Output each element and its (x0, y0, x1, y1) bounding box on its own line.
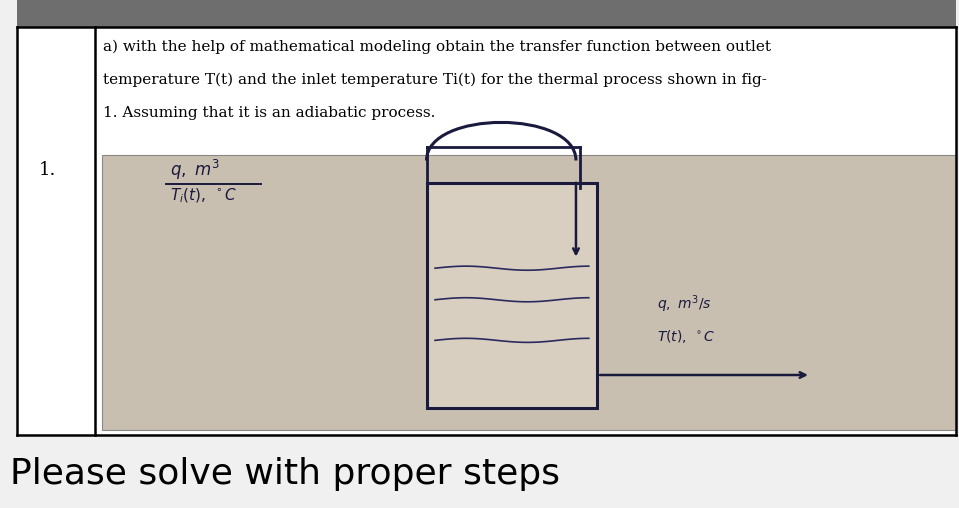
Text: $q,\ m^3$: $q,\ m^3$ (171, 158, 221, 182)
Text: $q,\ m^3/s$: $q,\ m^3/s$ (657, 294, 712, 315)
Bar (17, 27, 956, 435)
Text: a) with the help of mathematical modeling obtain the transfer function between o: a) with the help of mathematical modelin… (103, 40, 771, 54)
Text: $T_i(t),\ ^\circ C$: $T_i(t),\ ^\circ C$ (171, 186, 238, 205)
Text: 1.: 1. (38, 161, 57, 179)
Bar (102, 155, 956, 430)
Bar (17, 0, 956, 27)
Text: $T(t),\ ^\circ C$: $T(t),\ ^\circ C$ (657, 328, 715, 345)
Text: 1. Assuming that it is an adiabatic process.: 1. Assuming that it is an adiabatic proc… (103, 106, 435, 120)
Text: Please solve with proper steps: Please solve with proper steps (10, 457, 560, 491)
Text: temperature T(t) and the inlet temperature Ti(t) for the thermal process shown i: temperature T(t) and the inlet temperatu… (103, 73, 766, 87)
Bar (427, 182, 597, 408)
